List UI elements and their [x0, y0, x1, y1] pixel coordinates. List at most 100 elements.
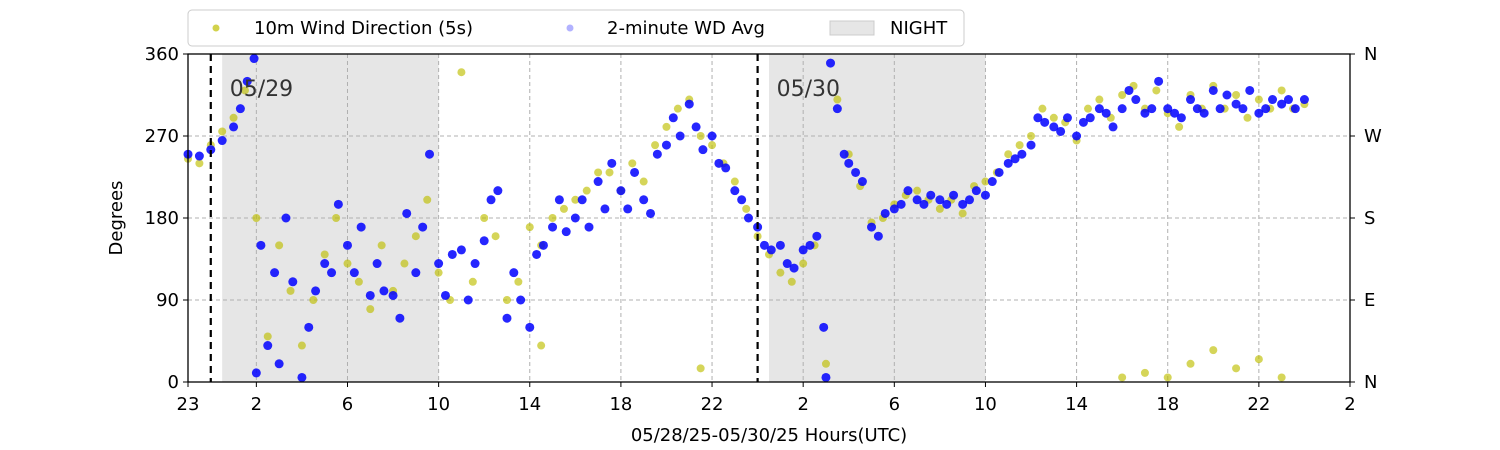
- avg-point: [1154, 76, 1164, 86]
- x-tick-label: 2: [251, 394, 262, 415]
- avg-point: [819, 322, 829, 332]
- raw-point: [275, 241, 284, 250]
- avg-point: [1222, 90, 1232, 100]
- avg-point: [766, 245, 776, 255]
- avg-point: [691, 122, 701, 132]
- avg-point: [425, 149, 435, 159]
- avg-point: [561, 227, 571, 237]
- avg-point: [1283, 95, 1293, 105]
- avg-point: [630, 167, 640, 177]
- avg-point: [356, 222, 366, 232]
- raw-point: [252, 214, 261, 222]
- avg-point: [919, 199, 929, 209]
- avg-point: [1124, 85, 1134, 95]
- avg-point: [516, 295, 526, 305]
- avg-point: [652, 149, 662, 159]
- raw-point: [1140, 368, 1149, 377]
- avg-point: [1062, 113, 1072, 123]
- raw-point: [423, 195, 432, 204]
- raw-point: [696, 132, 705, 140]
- avg-point: [502, 313, 512, 323]
- avg-point: [1140, 108, 1150, 118]
- raw-point: [639, 177, 648, 186]
- raw-point: [1118, 373, 1127, 382]
- avg-point: [1072, 131, 1082, 141]
- avg-point: [1290, 104, 1300, 114]
- avg-point: [1026, 140, 1036, 150]
- raw-point: [1232, 364, 1241, 373]
- avg-point: [479, 236, 489, 246]
- avg-point: [942, 199, 952, 209]
- legend-box: [187, 9, 965, 47]
- raw-point: [1083, 104, 1092, 113]
- raw-point: [582, 186, 591, 195]
- y-tick-label: 360: [145, 44, 179, 65]
- raw-point: [821, 359, 830, 368]
- raw-point: [935, 204, 944, 213]
- raw-point: [400, 259, 409, 268]
- avg-point: [684, 99, 694, 109]
- avg-point: [675, 131, 685, 141]
- raw-point: [366, 305, 375, 314]
- avg-point: [1108, 122, 1118, 132]
- y-tick-label: 0: [168, 372, 179, 393]
- raw-point: [708, 141, 717, 150]
- x-tick-label: 14: [1065, 394, 1088, 415]
- raw-point: [1277, 86, 1286, 95]
- avg-point: [320, 259, 330, 269]
- avg-point: [434, 259, 444, 269]
- avg-point: [577, 195, 587, 205]
- avg-point: [1117, 104, 1127, 114]
- avg-point: [418, 222, 428, 232]
- raw-point: [1163, 373, 1172, 382]
- day-marker-label: 05/30: [777, 77, 840, 102]
- raw-point: [377, 241, 386, 250]
- raw-point: [981, 177, 990, 186]
- x-axis-label: 05/28/25-05/30/25 Hours(UTC): [631, 425, 907, 446]
- raw-point: [286, 286, 295, 295]
- avg-point: [987, 177, 997, 187]
- raw-point: [514, 277, 523, 286]
- raw-point: [696, 364, 705, 373]
- avg-point: [194, 151, 204, 161]
- avg-point: [607, 158, 617, 168]
- legend-night-label: NIGHT: [890, 18, 948, 39]
- avg-point: [593, 177, 603, 187]
- avg-point: [1010, 154, 1020, 164]
- avg-point: [304, 322, 314, 332]
- avg-point: [903, 186, 913, 196]
- raw-point: [1004, 150, 1013, 159]
- raw-point: [1209, 346, 1218, 355]
- avg-point: [844, 158, 854, 168]
- raw-point: [1186, 359, 1195, 368]
- avg-point: [971, 186, 981, 196]
- avg-point: [980, 190, 990, 200]
- raw-point: [1254, 355, 1263, 364]
- avg-point: [281, 213, 291, 223]
- avg-point: [554, 195, 564, 205]
- avg-point: [1147, 104, 1157, 114]
- raw-point: [263, 332, 272, 341]
- avg-point: [486, 195, 496, 205]
- x-tick-label: 22: [701, 394, 724, 415]
- avg-point: [789, 263, 799, 273]
- avg-point: [698, 145, 708, 155]
- raw-point: [628, 159, 637, 168]
- right-tick-label: S: [1364, 208, 1375, 229]
- avg-point: [1017, 149, 1027, 159]
- avg-point: [714, 158, 724, 168]
- avg-point: [812, 231, 822, 241]
- x-tick-label: 6: [342, 394, 353, 415]
- avg-point: [342, 240, 352, 250]
- avg-point: [311, 286, 321, 296]
- avg-point: [388, 290, 398, 300]
- avg-point: [1078, 117, 1088, 127]
- avg-point: [395, 313, 405, 323]
- y-tick-label: 180: [145, 208, 179, 229]
- avg-point: [805, 240, 815, 250]
- raw-point: [662, 122, 671, 131]
- avg-point: [217, 136, 227, 146]
- avg-point: [249, 54, 259, 64]
- x-axis: 23 2 6 10 14 18 22 2 6 10 14 18 22 2: [177, 382, 1356, 415]
- avg-point: [949, 190, 959, 200]
